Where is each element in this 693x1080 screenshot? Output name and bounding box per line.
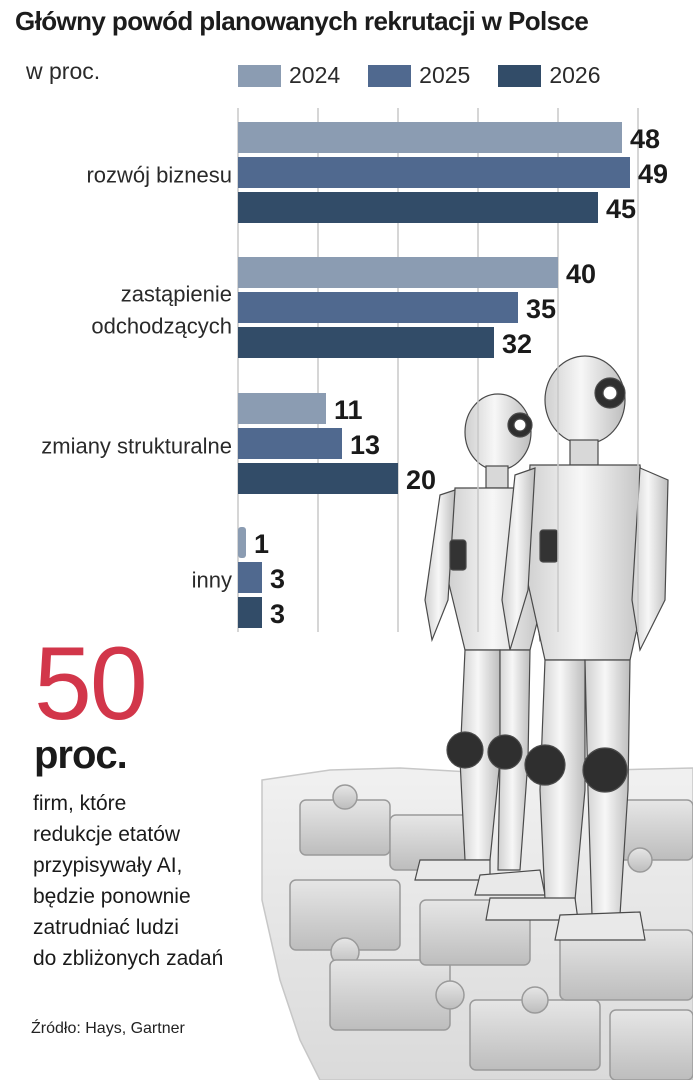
category-labels: rozwój biznesu zastąpienie odchodzących zmi…: [41, 163, 232, 593]
source-note: Źródło: Hays, Gartner: [31, 1020, 185, 1037]
data-label: 20: [406, 465, 436, 495]
data-label: 3: [270, 599, 285, 629]
bar-2024-2: [238, 393, 326, 424]
highlight-description-line: przypisywały AI,: [33, 854, 183, 877]
legend-swatch-2025: [368, 64, 412, 87]
legend-swatch-2026: [498, 64, 542, 87]
legend-swatch-2024: [238, 64, 281, 87]
bar-2026-2: [238, 463, 398, 494]
legend-item-2024: 2024: [238, 62, 340, 89]
legend-item-2026: 2026: [498, 62, 601, 89]
data-label: 13: [350, 430, 380, 460]
legend: 2024 2025 2026: [238, 62, 629, 89]
highlight-number: 50: [34, 626, 148, 742]
category-label: zastąpienie: [121, 282, 232, 307]
chart-title: Główny powód planowanych rekrutacji w Po…: [15, 6, 589, 36]
highlight-description-line: firm, które: [33, 792, 127, 815]
category-label: rozwój biznesu: [86, 163, 232, 188]
highlight-description-line: do zbliżonych zadań: [33, 947, 224, 970]
highlight-description-line: zatrudniać ludzi: [33, 916, 179, 939]
highlight-unit: proc.: [34, 733, 128, 777]
bar-2025-1: [238, 292, 518, 323]
chart-unit: w proc.: [26, 58, 101, 84]
data-label: 11: [334, 395, 363, 425]
data-label: 35: [526, 294, 556, 324]
bar-2025-0: [238, 157, 630, 188]
category-label: inny: [192, 568, 232, 593]
bar-2025-2: [238, 428, 342, 459]
data-label: 49: [638, 159, 668, 189]
data-label: 48: [630, 124, 660, 154]
legend-label-2024: 2024: [289, 62, 341, 88]
category-label: odchodzących: [91, 314, 232, 339]
bar-2024-3: [238, 527, 246, 558]
puzzle-floor: [261, 765, 693, 1080]
category-label: zmiany strukturalne: [41, 434, 232, 459]
robot-front: [485, 355, 669, 941]
data-label: 45: [606, 194, 636, 224]
highlight-description: firm, które redukcje etatów przypisywały…: [33, 788, 273, 974]
bar-2026-0: [238, 192, 598, 223]
data-label: 3: [270, 564, 285, 594]
data-label: 1: [254, 529, 269, 559]
legend-label-2025: 2025: [419, 62, 471, 88]
legend-label-2026: 2026: [549, 62, 601, 88]
bar-2026-3: [238, 597, 262, 628]
bar-2024-0: [238, 122, 622, 153]
data-label: 40: [566, 259, 596, 289]
data-label: 32: [502, 329, 532, 359]
bar-2025-3: [238, 562, 262, 593]
highlight-description-line: redukcje etatów: [33, 823, 181, 846]
bar-2024-1: [238, 257, 558, 288]
bar-2026-1: [238, 327, 494, 358]
legend-item-2025: 2025: [368, 62, 470, 89]
highlight-description-line: będzie ponownie: [33, 885, 191, 908]
